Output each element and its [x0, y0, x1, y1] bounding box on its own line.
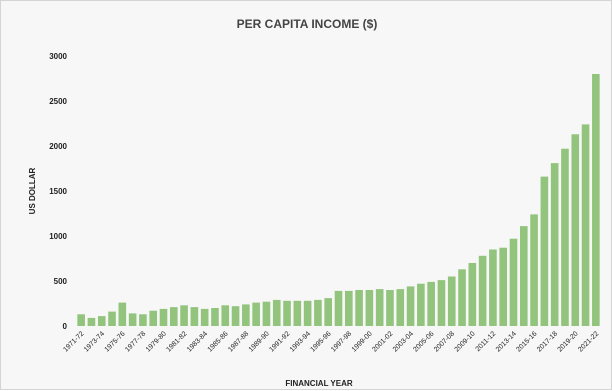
bar-1987-88 — [242, 304, 250, 326]
bar-2007-08 — [447, 276, 456, 326]
bar-2013-14 — [509, 238, 518, 326]
bar-2011-12 — [489, 249, 497, 326]
bar-1986-87 — [231, 306, 240, 326]
bar-1980-81 — [169, 307, 178, 326]
x-tick-label: 1973-74 — [83, 330, 106, 353]
x-tick-label: 2001-02 — [371, 330, 394, 353]
bar-1997-98 — [344, 290, 353, 326]
x-tick-label: 1971-72 — [62, 330, 85, 353]
bar-2015-16 — [530, 214, 538, 326]
bar-2008-09 — [458, 269, 466, 326]
x-axis-title: FINANCIAL YEAR — [285, 379, 352, 388]
x-tick-label: 1977-78 — [124, 330, 147, 353]
x-tick-label: 1985-86 — [207, 330, 230, 353]
x-tick-label: 1979-80 — [145, 330, 168, 353]
bar-1989-90 — [262, 301, 271, 326]
y-axis-title: US DOLLAR — [28, 167, 37, 214]
bar-1983-84 — [200, 308, 209, 326]
bar-1971-72 — [77, 314, 85, 326]
y-axis-ticks: 0 500 1000 1500 2000 2500 3000 — [49, 52, 67, 331]
x-tick-label: 1997-98 — [330, 330, 353, 353]
bar-2009-10 — [468, 263, 477, 326]
bar-1979-80 — [159, 308, 168, 326]
x-tick-label: 2013-14 — [495, 330, 518, 353]
bar-2003-04 — [406, 286, 415, 326]
x-tick-label: 1989-90 — [248, 330, 271, 353]
bar-1974-75 — [108, 311, 116, 326]
bar-1998-99 — [355, 290, 363, 326]
bar-2018-19 — [561, 148, 569, 326]
x-tick-label: 1995-96 — [309, 330, 332, 353]
y-tick-label: 3000 — [49, 52, 67, 61]
bar-1991-92 — [283, 300, 291, 326]
bar-2001-02 — [386, 290, 394, 326]
bar-2014-15 — [519, 226, 528, 326]
x-tick-label: 1981-82 — [165, 330, 188, 353]
bar-2021-22 — [592, 74, 600, 326]
bar-1990-91 — [272, 299, 281, 326]
x-tick-label: 1983-84 — [186, 330, 209, 353]
x-tick-label: 1991-92 — [268, 330, 291, 353]
bar-2019-20 — [571, 134, 580, 326]
x-tick-label: 2007-08 — [433, 330, 456, 353]
x-tick-label: 2019-20 — [557, 330, 580, 353]
bar-1994-95 — [314, 299, 322, 326]
y-tick-label: 2500 — [49, 97, 67, 106]
y-tick-label: 2000 — [49, 142, 67, 151]
x-tick-label: 1993-94 — [289, 330, 312, 353]
chart-title: PER CAPITA INCOME ($) — [237, 17, 378, 31]
bar-2020-21 — [581, 124, 590, 327]
bar-2012-13 — [499, 247, 508, 326]
bar-2005-06 — [427, 281, 435, 326]
bar-1975-76 — [118, 302, 127, 326]
y-tick-label: 1500 — [49, 187, 67, 196]
y-tick-label: 0 — [63, 322, 68, 331]
x-tick-label: 2011-12 — [475, 330, 498, 353]
x-tick-label: 2015-16 — [515, 330, 538, 353]
bar-1977-78 — [139, 314, 147, 326]
bar-1982-83 — [190, 307, 199, 326]
x-tick-label: 2005-06 — [412, 330, 435, 353]
bars — [77, 74, 600, 327]
bar-2002-03 — [396, 289, 405, 326]
bar-2016-17 — [540, 176, 549, 326]
y-tick-label: 1000 — [49, 232, 67, 241]
x-tick-label: 1975-76 — [104, 330, 127, 353]
bar-1988-89 — [252, 302, 260, 326]
bar-1978-79 — [149, 310, 158, 326]
bar-1973-74 — [97, 316, 106, 326]
bar-2006-07 — [437, 280, 446, 326]
x-tick-label: 2009-10 — [454, 330, 477, 353]
bar-1985-86 — [221, 305, 230, 326]
bar-2010-11 — [478, 255, 487, 326]
bar-2000-01 — [375, 289, 384, 326]
x-tick-label: 2021-22 — [577, 330, 600, 353]
x-tick-label: 2017-18 — [536, 330, 559, 353]
bar-1996-97 — [334, 290, 343, 326]
bar-1981-82 — [180, 305, 188, 326]
y-tick-label: 500 — [54, 277, 68, 286]
x-tick-label: 2003-04 — [392, 330, 415, 353]
bar-2004-05 — [417, 283, 425, 326]
bar-1976-77 — [128, 313, 137, 326]
bar-2017-18 — [550, 163, 559, 326]
x-tick-label: 1999-00 — [351, 330, 374, 353]
bar-1995-96 — [324, 298, 333, 326]
bar-1984-85 — [211, 308, 219, 326]
bar-1999-00 — [365, 290, 374, 326]
x-tick-label: 1987-88 — [227, 330, 250, 353]
x-axis-ticks: 1971-721973-741975-761977-781979-801981-… — [62, 330, 600, 353]
bar-1972-73 — [87, 317, 96, 326]
bar-1993-94 — [303, 300, 312, 326]
bar-1992-93 — [293, 300, 302, 326]
